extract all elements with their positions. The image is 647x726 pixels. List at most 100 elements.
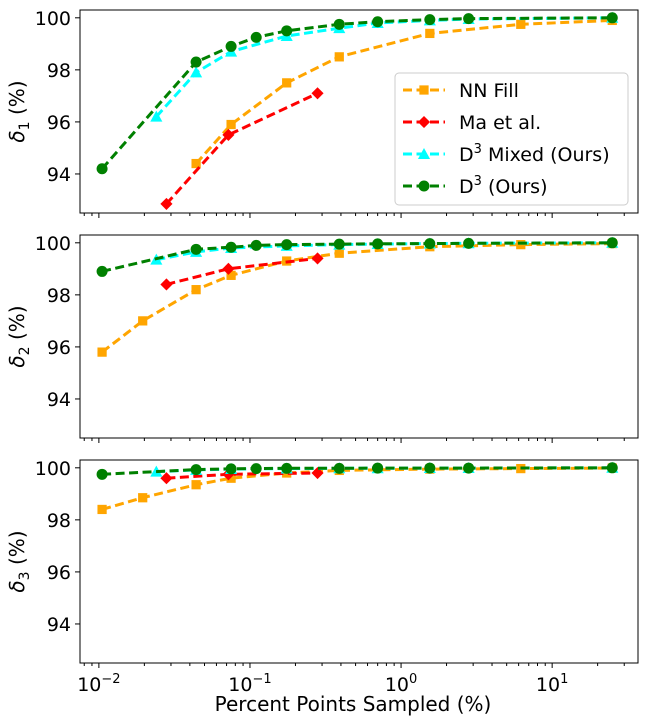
- legend-marker: [418, 180, 430, 192]
- data-point: [372, 462, 384, 474]
- x-tick-label: 10−2: [77, 672, 120, 696]
- legend: NN Fill Ma et al. D3 Mixed (Ours) D3 (Ours): [394, 72, 629, 206]
- data-point: [225, 463, 237, 475]
- x-tick-label-base: 10: [228, 674, 252, 696]
- data-point: [311, 466, 324, 480]
- x-tick-label-base: 10: [536, 674, 560, 696]
- series-line: [102, 466, 613, 476]
- y-tick-label: 94: [47, 614, 71, 636]
- data-point: [425, 28, 435, 39]
- data-point: [190, 56, 202, 68]
- y-tick-label: 100: [35, 233, 71, 255]
- data-point: [372, 16, 384, 28]
- y-tick-label: 96: [47, 562, 71, 584]
- series-line: [101, 466, 613, 511]
- data-point: [250, 463, 262, 475]
- y-axis-label-subscript: 2: [17, 346, 33, 355]
- data-point: [606, 462, 618, 474]
- x-axis-label: Percent Points Sampled (%): [215, 692, 492, 716]
- data-point: [606, 12, 618, 24]
- data-point: [96, 468, 108, 480]
- data-point: [190, 464, 202, 476]
- x-tick-label-exponent: 1: [560, 672, 568, 687]
- series-line: [101, 242, 613, 354]
- data-point: [606, 237, 618, 249]
- series-line: [166, 256, 318, 286]
- series-d3-ours-: [96, 237, 618, 277]
- data-point: [333, 462, 345, 474]
- y-axis-label: δ3 (%): [5, 530, 33, 592]
- series-line: [165, 91, 319, 205]
- legend-label: D3 (Ours): [459, 174, 548, 198]
- data-point: [222, 128, 235, 141]
- legend-marker: [417, 115, 431, 129]
- data-point: [138, 316, 148, 326]
- data-point: [191, 158, 201, 169]
- data-point: [424, 14, 436, 26]
- legend-entry: NN Fill: [403, 80, 519, 102]
- y-tick-label: 96: [47, 337, 71, 359]
- plot-area: [96, 236, 619, 357]
- data-point: [311, 252, 324, 265]
- series-ma-et-al-: [160, 87, 324, 210]
- y-axis-label-symbol: δ: [5, 580, 29, 592]
- legend-label-d: D: [459, 144, 474, 166]
- y-tick-label: 96: [47, 112, 71, 134]
- data-point: [222, 262, 235, 275]
- data-point: [516, 19, 526, 29]
- series-d3-ours-: [96, 12, 618, 175]
- legend-entry: D3 (Ours): [403, 174, 548, 198]
- data-point: [463, 462, 475, 474]
- data-point: [311, 87, 324, 100]
- data-point: [333, 18, 345, 30]
- data-point: [516, 240, 526, 250]
- data-point: [281, 25, 293, 37]
- data-point: [160, 278, 173, 291]
- legend-entry: D3 Mixed (Ours): [403, 142, 610, 166]
- x-tick-label: 100: [385, 672, 417, 696]
- y-tick-label: 98: [47, 510, 71, 532]
- y-tick-label: 100: [35, 458, 71, 480]
- series-line: [101, 241, 613, 273]
- y-axis-label-symbol: δ: [5, 355, 29, 367]
- data-point: [150, 110, 163, 122]
- y-axis-label-subscript: 3: [17, 571, 33, 580]
- plot-frame: [79, 234, 639, 439]
- plot-area: [96, 461, 619, 515]
- plot-frame: [79, 459, 639, 664]
- x-tick-label-exponent: −1: [252, 672, 271, 687]
- data-point: [225, 241, 237, 253]
- panel-2: 94 96 98 100 δ2 (%): [5, 233, 639, 443]
- series-ma-et-al-: [160, 252, 324, 291]
- data-point: [250, 239, 262, 251]
- data-point: [281, 239, 293, 251]
- data-point: [333, 238, 345, 250]
- data-point: [226, 119, 236, 130]
- x-tick-label-base: 10: [77, 674, 101, 696]
- y-axis-label: δ1 (%): [5, 80, 33, 142]
- data-point: [225, 40, 237, 52]
- x-tick-label: 10−1: [228, 672, 271, 696]
- data-point: [191, 285, 201, 295]
- data-point: [250, 31, 262, 43]
- legend-label-superscript: 3: [474, 142, 482, 157]
- legend-label-superscript: 3: [474, 174, 482, 189]
- y-axis-label: δ2 (%): [5, 305, 33, 367]
- plot-frame: [79, 9, 639, 214]
- legend-box: [394, 72, 629, 206]
- data-point: [463, 13, 475, 25]
- legend-label-d: D: [459, 176, 474, 198]
- legend-label: Ma et al.: [459, 112, 541, 134]
- data-point: [190, 243, 202, 255]
- y-axis-label-unit: (%): [5, 530, 29, 571]
- data-point: [226, 473, 236, 483]
- series-d3-mixed-ours-: [150, 236, 619, 265]
- legend-marker: [417, 147, 431, 159]
- plot-area: [96, 11, 619, 210]
- data-point: [222, 468, 235, 481]
- data-point: [96, 265, 108, 277]
- data-point: [281, 462, 293, 474]
